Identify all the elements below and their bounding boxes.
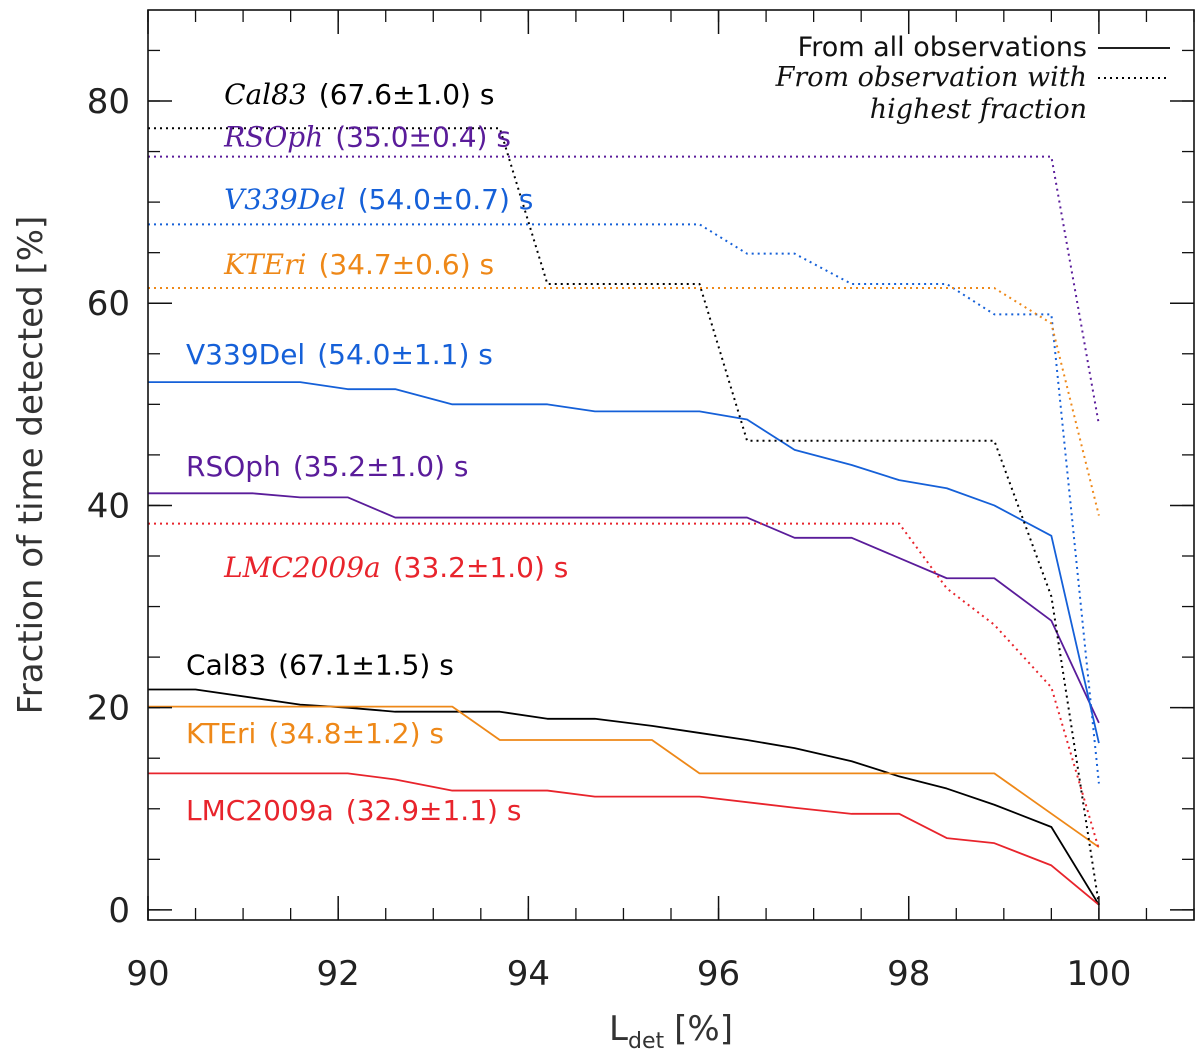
series-label-name: RSOph <box>186 450 281 483</box>
y-tick-label: 80 <box>87 82 130 122</box>
series-line-kteri-all <box>148 705 1100 848</box>
series-label-kteri-best: KTEri (34.7±0.6) s <box>223 248 494 281</box>
series-label-name: KTEri <box>186 717 256 750</box>
legend-label-best: From observation with <box>775 62 1087 93</box>
major-ticks <box>147 10 1194 920</box>
series-label-v339del-best: V339Del (54.0±0.7) s <box>224 183 533 216</box>
minor-ticks <box>147 10 1195 920</box>
series-line-cal83-all <box>148 688 1100 906</box>
series-label-cal83-best: Cal83 (67.6±1.0) s <box>224 78 494 111</box>
series-line-v339del-all <box>148 381 1100 744</box>
series-label-period: (35.0±0.4) s <box>335 121 511 154</box>
series-label-lmc2009a-all: LMC2009a (32.9±1.1) s <box>186 794 521 827</box>
series-label-period: (34.8±1.2) s <box>268 717 444 750</box>
series-label-rsoph-best: RSOph (35.0±0.4) s <box>223 121 511 154</box>
series-label-v339del-all: V339Del (54.0±1.1) s <box>186 338 493 371</box>
series-label-name: LMC2009a <box>186 794 334 827</box>
legend-label-best-2: highest fraction <box>870 94 1087 125</box>
series-line-lmc2009a-all <box>148 772 1100 906</box>
series-line-rsoph-best <box>148 155 1100 425</box>
series-label-period: (35.2±1.0) s <box>293 450 469 483</box>
series-label-period: (67.1±1.5) s <box>278 648 454 681</box>
series-label-period: (54.0±1.1) s <box>317 338 493 371</box>
series-label-name: V339Del <box>186 338 305 371</box>
series-label-name: LMC2009a <box>223 551 381 584</box>
x-axis-title-main: L <box>609 1009 628 1049</box>
series-label-name: RSOph <box>223 121 323 154</box>
chart-text: 90 92 94 96 98 100 0 20 40 60 80 Cal83 (67.1±1.5) s K… <box>11 32 1170 1050</box>
y-tick-label: 20 <box>87 689 130 729</box>
series-label-name: V339Del <box>224 183 346 216</box>
y-axis-title: Fraction of time detected [%] <box>11 216 51 715</box>
x-axis-title-subscript: det <box>628 1029 665 1050</box>
series-label-period: (32.9±1.1) s <box>346 794 522 827</box>
series-label-lmc2009a-best: LMC2009a (33.2±1.0) s <box>223 551 568 584</box>
x-tick-label: 96 <box>697 954 740 994</box>
x-axis-title-unit: [%] <box>674 1009 733 1049</box>
series-line-rsoph-all <box>148 492 1100 724</box>
plot-frame <box>147 9 1195 921</box>
series-label-period: (67.6±1.0) s <box>319 78 495 111</box>
series-label-name: Cal83 <box>224 78 307 111</box>
x-tick-label: 90 <box>126 954 169 994</box>
series-line-cal83-best <box>148 127 1100 905</box>
x-axis-title: Ldet [%] <box>609 1009 733 1050</box>
legend-label-all: From all observations <box>798 32 1087 63</box>
x-tick-label: 94 <box>507 954 550 994</box>
x-tick-label: 92 <box>317 954 360 994</box>
series-label-cal83-all: Cal83 (67.1±1.5) s <box>186 648 454 681</box>
series-line-kteri-best <box>148 287 1100 516</box>
series-line-v339del-best <box>148 223 1100 784</box>
y-tick-label: 0 <box>108 891 130 931</box>
series-label-period: (34.7±0.6) s <box>318 248 494 281</box>
series-label-name: KTEri <box>223 248 306 281</box>
x-tick-label: 98 <box>887 954 930 994</box>
series-label-period: (54.0±0.7) s <box>358 183 534 216</box>
series-label-kteri-all: KTEri (34.8±1.2) s <box>186 717 444 750</box>
series-label-name: Cal83 <box>186 648 266 681</box>
y-tick-label: 60 <box>87 284 130 324</box>
series-label-period: (33.2±1.0) s <box>393 551 569 584</box>
y-tick-label: 40 <box>87 486 130 526</box>
series-lines <box>148 127 1100 906</box>
series-label-rsoph-all: RSOph (35.2±1.0) s <box>186 450 468 483</box>
x-tick-label: 100 <box>1066 954 1131 994</box>
